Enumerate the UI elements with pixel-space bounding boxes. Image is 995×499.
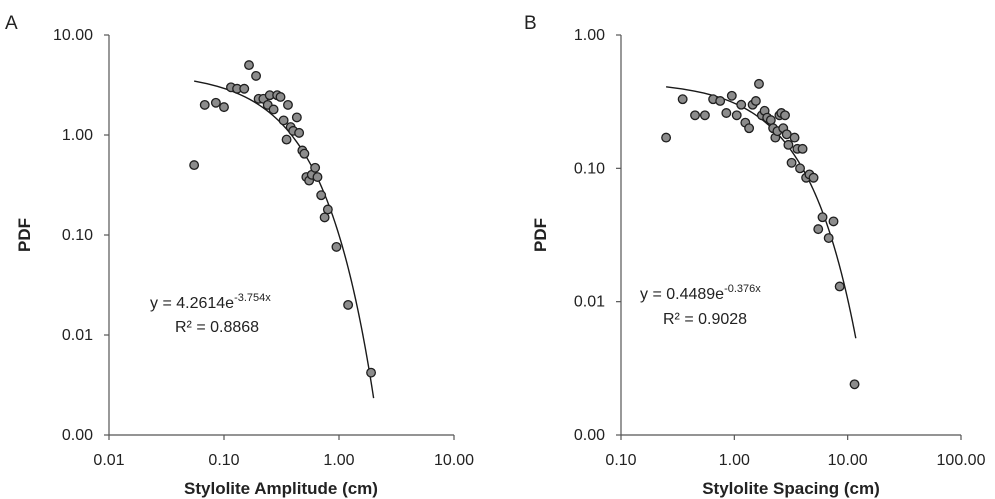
panel-b-data-point <box>736 99 747 110</box>
panel-b-x-tick-label: 100.00 <box>937 452 986 469</box>
panel-b-equation-exponent: -0.376x <box>724 283 761 295</box>
panel-a-data-point <box>343 299 354 310</box>
panel-b-data-point <box>731 110 742 121</box>
panel-a-x-axis-title: Stylolite Amplitude (cm) <box>184 479 378 498</box>
panel-a-data-point <box>312 172 323 182</box>
panel-b-data-point <box>849 379 860 390</box>
panel-a-data-point <box>291 112 302 123</box>
panel-b-data-point <box>823 233 834 244</box>
panel-b-r-squared: R² = 0.9028 <box>663 311 747 328</box>
panel-a-r-squared: R² = 0.8868 <box>175 319 259 336</box>
panel-a-data-point <box>294 127 305 138</box>
panel-a-x-tick-label: 0.01 <box>93 452 124 469</box>
panel-a-equation: y = 4.2614e-3.754x <box>150 292 271 312</box>
panel-a-data-point <box>310 162 321 173</box>
panel-b-label: B <box>524 13 537 34</box>
panel-b-data-point <box>726 90 737 101</box>
panel-a-data-point <box>366 367 377 378</box>
panel-b-data-point <box>834 281 845 292</box>
panel-b-data-point <box>817 212 828 223</box>
panel-a-equation-main: y = 4.2614e <box>150 295 234 312</box>
panel-a-data-point <box>283 99 293 110</box>
panel-a-x-tick-label: 10.00 <box>434 452 474 469</box>
panel-a-x-ticks: 0.01 0.10 1.00 10.00 <box>93 435 474 469</box>
panel-b-y-ticks: 0.00 0.01 0.10 1.00 <box>574 27 621 444</box>
panel-b-points <box>661 78 860 390</box>
panel-b-data-point <box>795 163 805 174</box>
panel-b-data-point <box>754 78 764 89</box>
panel-b-data-point <box>721 108 732 118</box>
panel-b-equation-main: y = 0.4489e <box>640 286 724 303</box>
panel-a-y-tick-label: 1.00 <box>62 127 93 144</box>
panel-a-equation-exponent: -3.754x <box>234 292 271 304</box>
panel-b-data-point <box>813 224 824 235</box>
panel-a-data-point <box>278 115 289 126</box>
panel-a-data-point <box>281 134 292 145</box>
panel-b-y-tick-label: 0.01 <box>574 294 605 311</box>
panel-a-label: A <box>5 13 18 34</box>
panel-a-data-point <box>316 190 327 201</box>
panel-b-equation: y = 0.4489e-0.376x <box>640 283 761 303</box>
panel-b-data-point <box>789 132 800 143</box>
panel-a-data-point <box>275 92 286 102</box>
panel-b-data-point <box>677 94 688 105</box>
panel-a-trendline <box>193 80 375 399</box>
panel-b-x-tick-label: 0.10 <box>605 452 636 469</box>
panel-b-x-axis-title: Stylolite Spacing (cm) <box>702 479 880 498</box>
panel-a-data-point <box>331 241 342 252</box>
panel-b-data-point <box>661 132 672 143</box>
panel-a-data-point <box>199 99 210 110</box>
panel-a-y-tick-label: 0.01 <box>62 327 93 344</box>
panel-a-data-point <box>239 83 250 94</box>
panel-a-y-ticks: 0.00 0.01 0.10 1.00 10.00 <box>53 27 109 444</box>
panel-a-data-point <box>322 204 333 215</box>
panel-a-data-point <box>189 160 200 171</box>
panel-b-y-tick-label: 0.10 <box>574 160 605 177</box>
panel-b-y-tick-label: 1.00 <box>574 27 605 44</box>
panel-a-x-tick-label: 0.10 <box>208 452 239 469</box>
panel-b-data-point <box>750 96 761 106</box>
panel-a-x-tick-label: 1.00 <box>323 452 354 469</box>
panel-a-y-tick-label: 0.00 <box>62 427 93 444</box>
panel-b-x-tick-label: 10.00 <box>828 452 868 469</box>
panel-b-data-point <box>797 143 808 154</box>
panel-a-y-tick-label: 0.10 <box>62 227 93 244</box>
panel-b-data-point <box>783 139 794 150</box>
panel-b-data-point <box>690 110 700 121</box>
panel-b-y-tick-label: 0.00 <box>574 427 605 444</box>
panel-b-data-point <box>699 110 710 121</box>
panel-b-data-point <box>744 123 755 134</box>
panel-a-data-point <box>251 70 262 81</box>
panel-b-data-point <box>808 172 819 183</box>
panel-b-x-tick-label: 1.00 <box>719 452 750 469</box>
panel-a-data-point <box>299 148 310 159</box>
panel-a-data-point <box>210 97 221 108</box>
panel-a-data-point <box>268 104 279 115</box>
panel-b-data-point <box>780 110 790 121</box>
panel-a-y-axis-title: PDF <box>15 218 34 252</box>
panel-b-data-point <box>786 157 797 168</box>
panel-a-data-point <box>244 60 254 71</box>
panel-a-y-tick-label: 10.00 <box>53 27 93 44</box>
panel-b: B 0.00 0.01 0.10 1.00 0.10 1.00 10.00 100.00 S… <box>524 13 986 498</box>
panel-b-y-axis-title: PDF <box>531 218 550 252</box>
panel-b-data-point <box>765 115 776 126</box>
panel-a-data-point <box>219 102 229 113</box>
panel-b-data-point <box>828 216 839 227</box>
panel-b-data-point <box>715 96 726 106</box>
panel-a-points <box>189 60 377 378</box>
panel-b-x-ticks: 0.10 1.00 10.00 100.00 <box>605 435 986 469</box>
